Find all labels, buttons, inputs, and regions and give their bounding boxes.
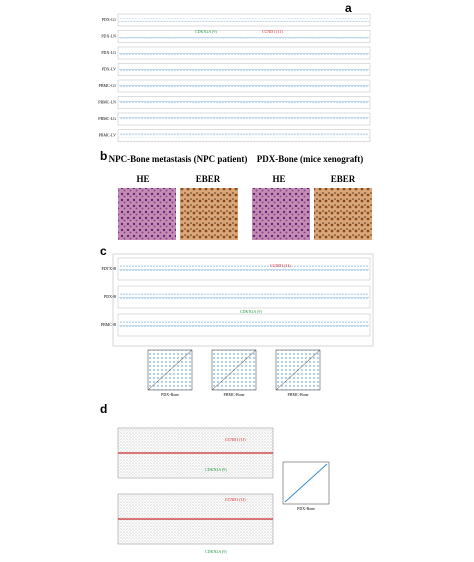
signal-band [119, 293, 369, 301]
stain-label: EBER [196, 174, 221, 184]
group-title: NPC-Bone metastasis (NPC patient) [109, 154, 248, 164]
panel-label: a [345, 1, 352, 15]
track-label: PBMC-G1 [99, 83, 116, 88]
he-image [252, 188, 310, 240]
signal-band [119, 133, 369, 138]
annotation: CDKN2A (9) [205, 467, 227, 472]
panel-frame [112, 253, 374, 347]
track-group: PDTX-B PDX-B PBMC-B [101, 257, 371, 337]
signal-band [119, 51, 369, 55]
diagonal [211, 349, 257, 391]
group-title: PDX-Bone (mice xenograft) [257, 154, 363, 164]
track-label: PBMC-LV [99, 132, 117, 137]
track-label: PBMC-LG [98, 116, 116, 121]
annotation: CCND1 (11) [225, 437, 246, 442]
track-label: PDX-LV [102, 66, 116, 71]
panel-d: CCND1 (11) CDKN2A (9) CCND1 (11) CDKN2A … [117, 427, 330, 554]
axis-label: PBMC-Bone [224, 392, 245, 397]
axis-label: PBMC-Bone [288, 392, 309, 397]
annotation: CDKN2A (9) [240, 309, 262, 314]
stain-label: EBER [331, 174, 356, 184]
axis-label: PDX-Bone [297, 506, 315, 511]
track-label: PDX-LG [101, 50, 116, 55]
annotation: CCND1 (11) [270, 263, 291, 268]
eber-image [314, 188, 372, 240]
track-group: PDX-G1 PDX-LN PDX-LG PDX-LV PBMC-G1 PBMC-LN PB… [98, 13, 371, 142]
scatter-insets: PDX-Bone PBMC-Bone PBMC-Bone [147, 349, 321, 397]
track-label: PDX-LN [101, 33, 116, 38]
he-image [118, 188, 176, 240]
track-label: PDX-B [104, 294, 116, 299]
eber-image [180, 188, 238, 240]
track-label: PBMC-B [101, 322, 116, 327]
track-label: PDX-G1 [102, 17, 116, 22]
stain-label: HE [136, 174, 149, 184]
signal-band [119, 265, 369, 273]
annotation: CCND1 (11) [225, 497, 246, 502]
signal-band [119, 67, 369, 72]
panel-a: PDX-G1 PDX-LN PDX-LG PDX-LV PBMC-G1 PBMC-LN PB… [98, 13, 371, 142]
diagonal [275, 349, 321, 391]
signal-band [119, 18, 369, 22]
track-label: PDTX-B [102, 266, 117, 271]
signal-band [119, 117, 369, 121]
annotation: CCND1 (11) [262, 29, 283, 34]
axis-label: PDX-Bone [161, 392, 179, 397]
panel-label: b [100, 149, 107, 163]
panel-label: d [100, 402, 107, 416]
signal-band [119, 100, 369, 105]
annotation: CDKN2A (9) [205, 549, 227, 554]
signal-band [119, 321, 369, 329]
signal-band [119, 84, 369, 88]
diagonal [147, 349, 193, 391]
annotation: CDKN2A (9) [195, 29, 217, 34]
stain-label: HE [272, 174, 285, 184]
signal-band [119, 34, 369, 39]
panel-label: c [100, 244, 107, 258]
diagonal [284, 463, 328, 503]
track-label: PBMC-LN [98, 99, 116, 104]
